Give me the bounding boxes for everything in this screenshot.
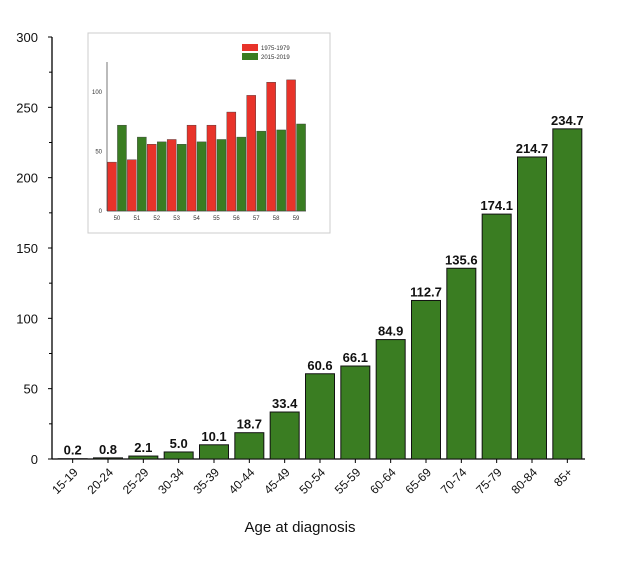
inset-bar-1975-1979 — [226, 111, 237, 212]
data-label: 174.1 — [480, 198, 513, 213]
inset-bar-1975-1979 — [286, 79, 296, 212]
data-label: 60.6 — [307, 358, 332, 373]
bar — [375, 339, 406, 460]
inset-x-tick-label: 51 — [134, 216, 141, 222]
bar — [517, 156, 547, 460]
inset-y-tick-label: 100 — [92, 90, 103, 96]
x-tick-label: 30-34 — [155, 465, 187, 497]
inset-bar-1975-1979 — [127, 159, 137, 212]
inset-legend-swatch — [242, 44, 258, 51]
bar — [93, 457, 123, 460]
x-tick-label: 85+ — [551, 465, 575, 489]
y-tick-label: 100 — [16, 311, 38, 326]
inset-bar-2015-2019 — [236, 136, 247, 212]
inset-legend-label: 1975-1979 — [261, 46, 290, 52]
x-tick-label: 60-64 — [367, 465, 399, 497]
inset-bar-1975-1979 — [166, 139, 177, 212]
data-label: 112.7 — [410, 284, 442, 299]
bar — [128, 455, 159, 460]
bar — [481, 213, 512, 460]
data-label: 135.6 — [445, 252, 478, 267]
bar — [552, 128, 583, 460]
inset-legend-swatch — [242, 53, 258, 60]
bar — [163, 451, 194, 460]
inset-x-tick-label: 58 — [273, 216, 280, 222]
data-label: 66.1 — [343, 350, 368, 365]
data-label: 5.0 — [170, 436, 188, 451]
data-label: 2.1 — [134, 440, 152, 455]
data-label: 33.4 — [272, 396, 298, 411]
data-label: 0.2 — [64, 443, 82, 458]
bar — [305, 373, 335, 460]
x-tick-label: 65-69 — [403, 465, 435, 497]
x-tick-label: 55-59 — [332, 465, 364, 497]
inset-x-tick-label: 52 — [153, 216, 160, 222]
x-tick-label: 70-74 — [438, 465, 470, 497]
x-tick-label: 15-19 — [49, 465, 81, 497]
data-label: 234.7 — [551, 113, 584, 128]
bar — [234, 432, 265, 460]
inset-bar-2015-2019 — [117, 124, 127, 212]
inset-bar-2015-2019 — [137, 136, 147, 212]
inset-bar-1975-1979 — [107, 161, 117, 212]
bar — [446, 267, 477, 460]
x-tick-label: 80-84 — [509, 465, 541, 497]
x-axis-label: Age at diagnosis — [245, 519, 356, 536]
inset-x-tick-label: 57 — [253, 216, 260, 222]
inset-bar-1975-1979 — [246, 95, 256, 212]
inset-bar-2015-2019 — [157, 141, 167, 212]
inset-bar-1975-1979 — [147, 144, 157, 212]
x-tick-label: 50-54 — [297, 465, 329, 497]
inset-bar-2015-2019 — [216, 139, 227, 212]
x-tick-label: 20-24 — [85, 465, 117, 497]
inset-x-tick-label: 50 — [114, 216, 121, 222]
inset-bar-2015-2019 — [256, 130, 266, 212]
inset-x-tick-label: 54 — [193, 216, 200, 222]
x-tick-label: 40-44 — [226, 465, 258, 497]
y-tick-label: 300 — [16, 30, 38, 45]
y-tick-label: 250 — [16, 100, 38, 115]
data-label: 0.8 — [99, 442, 117, 457]
bar — [340, 365, 371, 460]
x-tick-label: 45-49 — [261, 465, 293, 497]
x-tick-label: 25-29 — [120, 465, 152, 497]
data-label: 10.1 — [201, 429, 226, 444]
x-tick-label: 35-39 — [191, 465, 223, 497]
inset-bar-2015-2019 — [176, 144, 187, 212]
inset-x-tick-label: 53 — [173, 216, 180, 222]
bar — [269, 411, 300, 460]
inset-y-tick-label: 50 — [95, 149, 102, 155]
data-label: 214.7 — [516, 141, 549, 156]
inset-bar-2015-2019 — [296, 123, 306, 212]
inset-bar-2015-2019 — [276, 129, 286, 212]
data-label: 18.7 — [237, 417, 262, 432]
y-tick-label: 200 — [16, 171, 38, 186]
inset-bar-1975-1979 — [266, 82, 276, 212]
inset-bar-1975-1979 — [186, 124, 197, 212]
inset-bar-1975-1979 — [206, 124, 217, 212]
inset-bar-2015-2019 — [196, 141, 207, 212]
bar — [411, 299, 441, 460]
inset-y-tick-label: 0 — [99, 209, 103, 215]
bar — [199, 444, 229, 460]
inset-x-tick-label: 55 — [213, 216, 220, 222]
data-label: 84.9 — [378, 324, 403, 339]
x-tick-label: 75-79 — [473, 465, 505, 497]
inset-x-tick-label: 56 — [233, 216, 240, 222]
y-tick-label: 50 — [24, 382, 38, 397]
y-tick-label: 150 — [16, 241, 38, 256]
y-tick-label: 0 — [31, 452, 38, 467]
inset-chart: 0 50 100 50 51 52 53 54 55 56 57 58 59 1975-1979 2015-… — [92, 44, 306, 222]
inset-legend-label: 2015-2019 — [261, 55, 290, 61]
inset-x-tick-label: 59 — [293, 216, 300, 222]
